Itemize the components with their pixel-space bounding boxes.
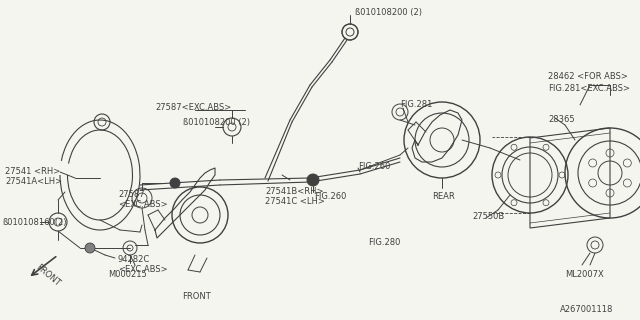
Text: ß010108200 (2): ß010108200 (2) xyxy=(183,118,250,127)
Text: FRONT: FRONT xyxy=(182,292,211,301)
Text: ß010108160(2): ß010108160(2) xyxy=(2,218,67,227)
Text: M000215: M000215 xyxy=(108,270,147,279)
Text: FIG.281: FIG.281 xyxy=(400,100,433,109)
Text: 27541 <RH>: 27541 <RH> xyxy=(5,167,60,176)
Text: 27541C <LH>: 27541C <LH> xyxy=(265,197,325,206)
Circle shape xyxy=(307,174,319,186)
Text: ML2007X: ML2007X xyxy=(565,270,604,279)
Text: FIG.260: FIG.260 xyxy=(314,192,346,201)
Text: ß010108200 (2): ß010108200 (2) xyxy=(355,8,422,17)
Text: A267001118: A267001118 xyxy=(560,305,613,314)
Text: 28365: 28365 xyxy=(548,115,575,124)
Circle shape xyxy=(170,178,180,188)
Text: FIG.280: FIG.280 xyxy=(368,238,401,247)
Text: REAR: REAR xyxy=(432,192,455,201)
Text: FIG.260: FIG.260 xyxy=(358,162,390,171)
Text: 94282C: 94282C xyxy=(118,255,150,264)
Text: 27550B: 27550B xyxy=(472,212,504,221)
Text: 27541B<RH>: 27541B<RH> xyxy=(265,187,323,196)
Text: 28462 <FOR ABS>: 28462 <FOR ABS> xyxy=(548,72,628,81)
Text: 27587: 27587 xyxy=(118,190,145,199)
Text: 27541A<LH>: 27541A<LH> xyxy=(5,177,62,186)
Text: <EXC.ABS>: <EXC.ABS> xyxy=(118,200,168,209)
Text: FRONT: FRONT xyxy=(34,263,61,288)
Circle shape xyxy=(85,243,95,253)
Text: FIG.281<EXC.ABS>: FIG.281<EXC.ABS> xyxy=(548,84,630,93)
Text: 27587<EXC.ABS>: 27587<EXC.ABS> xyxy=(155,103,231,112)
Text: <EXC.ABS>: <EXC.ABS> xyxy=(118,265,168,274)
